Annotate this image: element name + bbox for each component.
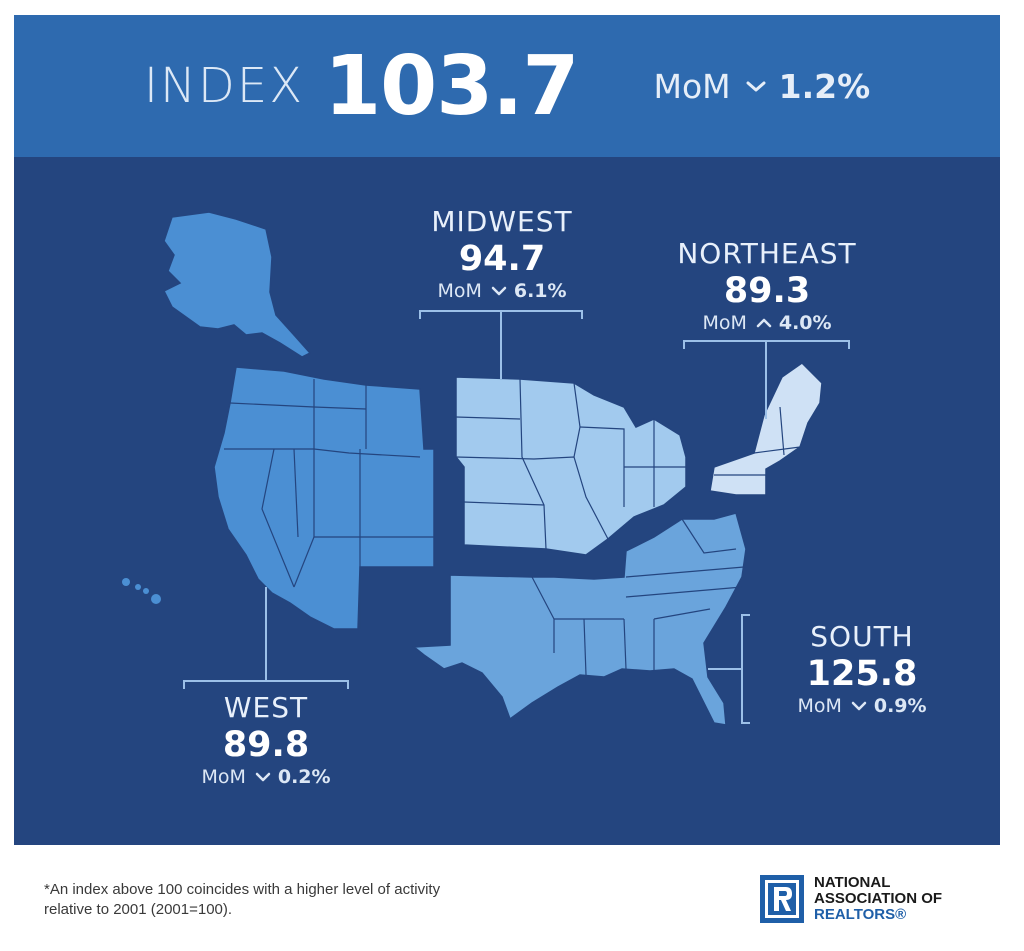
us-regions-map	[122, 211, 850, 726]
hawaii-shape	[122, 578, 161, 604]
northeast-change: 4.0%	[778, 312, 832, 334]
northeast-mom-label: MoM	[702, 312, 747, 334]
south-mom-label: MoM	[797, 695, 842, 717]
south-state-lines	[449, 518, 745, 676]
chevron-down-icon	[851, 701, 867, 711]
northeast-state-lines	[714, 406, 801, 495]
south-callout-line	[708, 614, 750, 724]
northeast-callout-line	[683, 340, 850, 419]
midwest-label: MIDWEST 94.7 MoM 6.1%	[392, 205, 612, 302]
west-name: WEST	[223, 691, 309, 724]
alaska-shape	[162, 211, 312, 358]
chevron-down-icon	[491, 286, 507, 296]
chevron-down-icon	[746, 81, 766, 92]
west-value: 89.8	[222, 725, 310, 765]
logo-line-1: NATIONAL	[814, 874, 891, 891]
mom-label: MoM	[653, 66, 731, 106]
west-mom-label: MoM	[201, 766, 246, 788]
midwest-region-shape	[455, 376, 687, 556]
midwest-mom: MoM 6.1%	[392, 280, 612, 302]
northeast-mom: MoM 4.0%	[652, 312, 882, 334]
map-panel: MIDWEST 94.7 MoM 6.1% NORTHEAST 89.3 MoM…	[14, 157, 1000, 845]
northeast-value: 89.3	[723, 271, 811, 311]
realtor-r-logo-icon	[760, 875, 804, 923]
mom-change: 1.2%	[778, 66, 871, 106]
chevron-down-icon	[255, 772, 271, 782]
west-region-shape	[213, 366, 435, 630]
index-value: 103.7	[324, 38, 579, 134]
northeast-label: NORTHEAST 89.3 MoM 4.0%	[652, 237, 882, 334]
index-label: INDEX	[143, 58, 305, 114]
west-label: WEST 89.8 MoM 0.2%	[156, 691, 376, 788]
northeast-region-shape	[709, 362, 823, 496]
northeast-name: NORTHEAST	[677, 237, 857, 270]
midwest-mom-label: MoM	[437, 280, 482, 302]
index-banner: INDEX 103.7 MoM 1.2%	[14, 15, 1000, 157]
south-value: 125.8	[806, 654, 918, 694]
west-change: 0.2%	[277, 766, 331, 788]
south-change: 0.9%	[873, 695, 927, 717]
midwest-name: MIDWEST	[431, 205, 573, 238]
midwest-state-lines	[455, 378, 686, 550]
callout-lines	[183, 310, 850, 724]
west-callout-line	[183, 587, 349, 689]
south-label: SOUTH 125.8 MoM 0.9%	[752, 620, 972, 717]
south-name: SOUTH	[810, 620, 914, 653]
logo-line-3: REALTORS®	[814, 906, 907, 923]
index-mom: MoM 1.2%	[653, 67, 870, 106]
west-mom: MoM 0.2%	[156, 766, 376, 788]
chevron-up-icon	[756, 318, 772, 328]
logo-line-2: ASSOCIATION OF	[814, 890, 943, 907]
nar-logo: NATIONAL ASSOCIATION OF REALTORS®	[760, 875, 942, 923]
midwest-callout-line	[419, 310, 583, 379]
midwest-value: 94.7	[458, 239, 546, 279]
logo-text: NATIONAL ASSOCIATION OF REALTORS®	[814, 875, 942, 923]
footnote: *An index above 100 coincides with a hig…	[44, 881, 441, 918]
midwest-change: 6.1%	[513, 280, 567, 302]
south-mom: MoM 0.9%	[752, 695, 972, 717]
west-state-lines	[224, 379, 434, 629]
